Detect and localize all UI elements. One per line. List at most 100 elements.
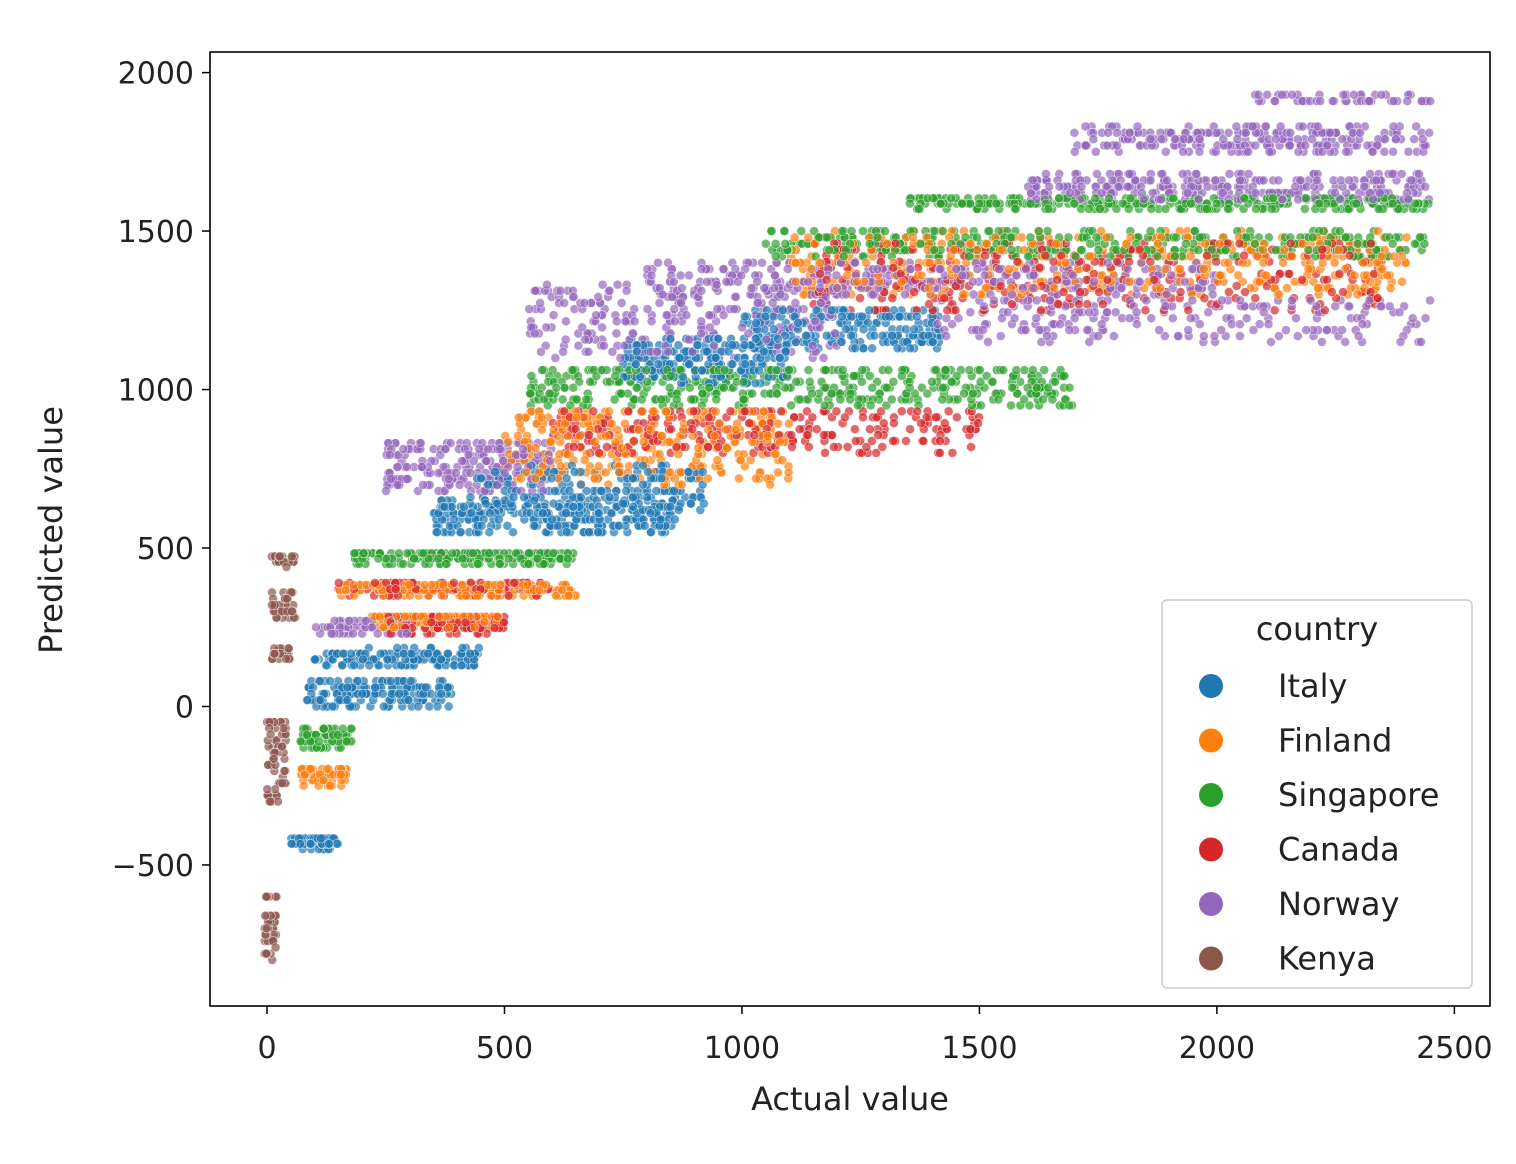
point-canada: [803, 442, 814, 452]
point-singapore: [484, 548, 494, 559]
point-singapore: [766, 226, 777, 236]
point-singapore: [557, 394, 568, 405]
point-italy: [424, 701, 435, 712]
point-norway: [612, 279, 623, 290]
point-norway: [1069, 313, 1080, 324]
point-singapore: [346, 723, 356, 734]
point-singapore: [804, 376, 815, 387]
point-finland: [648, 406, 659, 417]
point-norway: [997, 313, 1007, 324]
point-italy: [561, 473, 572, 484]
point-kenya: [283, 643, 294, 654]
point-finland: [654, 449, 665, 460]
point-finland: [1254, 276, 1265, 287]
point-norway: [1349, 90, 1359, 100]
point-norway: [1082, 325, 1093, 335]
point-norway: [1080, 121, 1091, 132]
point-norway: [611, 328, 622, 339]
point-canada: [855, 293, 865, 304]
point-italy: [548, 498, 559, 509]
point-finland: [1385, 283, 1396, 293]
point-norway: [495, 444, 505, 454]
point-norway: [1202, 181, 1213, 192]
point-norway: [1084, 337, 1095, 347]
point-italy: [858, 343, 869, 354]
point-canada: [811, 424, 822, 435]
point-singapore: [846, 226, 857, 236]
point-norway: [1216, 325, 1226, 335]
point-norway: [593, 292, 604, 302]
point-norway: [1388, 147, 1398, 157]
point-kenya: [261, 948, 271, 959]
point-finland: [1186, 251, 1196, 262]
point-finland: [958, 289, 969, 300]
point-norway: [1096, 319, 1107, 330]
point-singapore: [993, 394, 1004, 405]
point-canada: [952, 412, 962, 423]
point-italy: [686, 498, 696, 509]
point-singapore: [976, 400, 986, 411]
point-norway: [433, 468, 444, 478]
point-singapore: [398, 559, 409, 569]
point-norway: [1416, 337, 1426, 347]
point-canada: [842, 442, 853, 452]
point-italy: [508, 527, 518, 538]
point-finland: [606, 418, 617, 429]
point-norway: [1002, 307, 1013, 318]
point-canada: [588, 406, 599, 417]
point-norway: [1028, 270, 1039, 281]
point-canada: [935, 448, 945, 458]
point-norway: [1315, 96, 1325, 106]
point-norway: [1177, 169, 1188, 179]
point-norway: [965, 307, 976, 318]
point-finland: [616, 443, 627, 453]
point-norway: [1387, 169, 1398, 179]
point-singapore: [857, 376, 867, 387]
point-norway: [604, 285, 615, 296]
point-singapore: [905, 198, 915, 209]
point-norway: [1093, 331, 1103, 341]
point-norway: [1194, 147, 1205, 157]
point-singapore: [571, 394, 582, 405]
point-italy: [483, 479, 494, 490]
point-norway: [1425, 96, 1435, 106]
point-italy: [432, 527, 442, 538]
point-norway: [1411, 121, 1421, 132]
point-italy: [466, 508, 477, 519]
point-finland: [1233, 270, 1243, 281]
point-singapore: [760, 239, 771, 249]
point-norway: [905, 264, 916, 274]
point-finland: [1215, 270, 1226, 281]
point-norway: [1009, 313, 1020, 324]
point-canada: [1211, 256, 1221, 267]
point-norway: [1420, 313, 1431, 324]
point-finland: [1329, 257, 1340, 268]
point-norway: [1425, 295, 1435, 306]
point-norway: [568, 292, 579, 302]
point-norway: [646, 316, 657, 327]
point-singapore: [1415, 232, 1426, 243]
point-singapore: [867, 382, 878, 393]
point-canada: [1082, 299, 1092, 310]
point-norway: [597, 279, 608, 290]
point-norway: [1362, 140, 1373, 151]
point-singapore: [984, 226, 994, 236]
point-norway: [818, 353, 829, 363]
point-norway: [1396, 169, 1407, 179]
point-norway: [683, 334, 694, 345]
point-singapore: [1039, 365, 1049, 375]
point-norway: [1070, 147, 1080, 157]
point-singapore: [975, 376, 986, 387]
point-norway: [559, 298, 570, 308]
point-norway: [718, 264, 729, 274]
point-finland: [486, 590, 496, 601]
point-finland: [593, 461, 604, 472]
point-finland: [1373, 226, 1383, 236]
point-singapore: [1353, 239, 1363, 249]
point-norway: [1263, 319, 1274, 330]
point-norway: [1273, 175, 1284, 186]
point-norway: [1084, 307, 1094, 318]
point-italy: [869, 330, 880, 341]
point-canada: [1081, 262, 1092, 273]
point-norway: [663, 346, 673, 357]
